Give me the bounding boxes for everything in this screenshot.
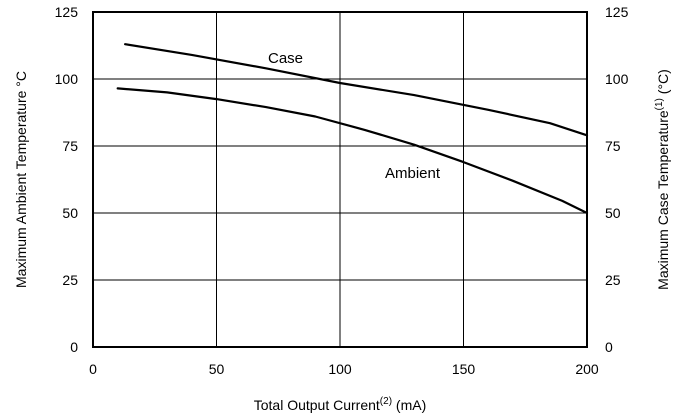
right-tick-label: 75 bbox=[605, 138, 621, 154]
x-axis-title: Total Output Current(2) (mA) bbox=[254, 396, 427, 413]
left-tick-label: 0 bbox=[70, 339, 78, 355]
right-y-axis-title-sup: (1) bbox=[654, 98, 665, 110]
left-axis-ticks: 0 25 50 75 100 125 bbox=[55, 4, 79, 355]
x-tick-label: 100 bbox=[328, 361, 352, 377]
series-line-ambient bbox=[116, 87, 589, 215]
left-tick-label: 75 bbox=[62, 138, 78, 154]
right-y-axis-title-main: Maximum Case Temperature bbox=[655, 110, 671, 290]
right-tick-label: 100 bbox=[605, 71, 629, 87]
x-tick-label: 150 bbox=[452, 361, 476, 377]
x-tick-label: 50 bbox=[209, 361, 225, 377]
x-axis-title-main: Total Output Current bbox=[254, 397, 380, 413]
series-line-case bbox=[124, 43, 589, 137]
series-label-case: Case bbox=[268, 50, 303, 67]
plot-frame bbox=[92, 11, 588, 348]
left-tick-label: 100 bbox=[55, 71, 79, 87]
x-axis-title-unit: (mA) bbox=[392, 397, 426, 413]
right-tick-label: 0 bbox=[605, 339, 613, 355]
left-y-axis-title: Maximum Ambient Temperature °C bbox=[13, 71, 29, 288]
x-tick-label: 0 bbox=[89, 361, 97, 377]
x-axis-title-sup: (2) bbox=[380, 396, 392, 407]
x-axis-ticks: 0 50 100 150 200 bbox=[89, 361, 599, 377]
right-y-axis-title-unit: (°C) bbox=[655, 69, 671, 98]
left-tick-label: 25 bbox=[62, 272, 78, 288]
grid bbox=[92, 11, 588, 348]
right-tick-label: 50 bbox=[605, 205, 621, 221]
right-tick-label: 25 bbox=[605, 272, 621, 288]
left-tick-label: 50 bbox=[62, 205, 78, 221]
x-tick-label: 200 bbox=[575, 361, 599, 377]
right-y-axis-title: Maximum Case Temperature(1) (°C) bbox=[654, 69, 671, 290]
right-tick-label: 125 bbox=[605, 4, 629, 20]
series-lines bbox=[116, 43, 589, 215]
series-label-ambient: Ambient bbox=[385, 165, 441, 182]
right-axis-ticks: 0 25 50 75 100 125 bbox=[605, 4, 629, 355]
left-tick-label: 125 bbox=[55, 4, 79, 20]
